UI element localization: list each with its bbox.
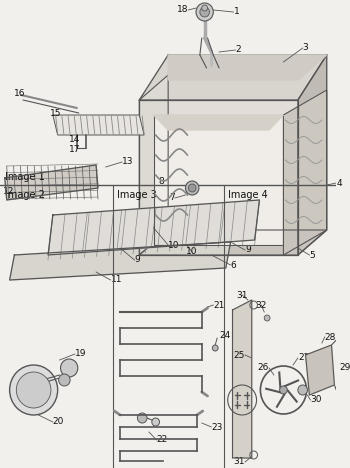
Circle shape (61, 359, 78, 377)
Text: 8: 8 (159, 177, 164, 187)
Polygon shape (154, 115, 284, 245)
Text: 14: 14 (69, 136, 80, 145)
Text: 21: 21 (213, 300, 225, 309)
Circle shape (58, 374, 70, 386)
Polygon shape (48, 200, 259, 255)
Text: 26: 26 (258, 364, 269, 373)
Text: 2: 2 (236, 45, 241, 54)
Circle shape (280, 386, 287, 394)
Polygon shape (9, 242, 231, 280)
Polygon shape (53, 115, 144, 135)
Text: Image 1: Image 1 (5, 172, 44, 182)
Circle shape (212, 345, 218, 351)
Text: 29: 29 (339, 364, 350, 373)
Text: 9: 9 (245, 246, 251, 255)
Circle shape (202, 5, 208, 11)
Text: Image 4: Image 4 (228, 190, 267, 200)
Text: 19: 19 (75, 350, 86, 358)
Circle shape (138, 413, 147, 423)
Text: 7: 7 (169, 193, 175, 203)
Polygon shape (298, 55, 327, 255)
Text: 9: 9 (134, 256, 140, 264)
Text: 23: 23 (211, 423, 223, 431)
Circle shape (196, 3, 213, 21)
Polygon shape (5, 165, 98, 200)
Text: 5: 5 (309, 250, 315, 259)
Text: 28: 28 (325, 332, 336, 342)
Text: 22: 22 (156, 436, 168, 445)
Circle shape (200, 7, 209, 17)
Circle shape (16, 372, 51, 408)
Text: 16: 16 (14, 88, 26, 97)
Text: 6: 6 (231, 261, 236, 270)
Text: 31: 31 (236, 291, 248, 300)
Polygon shape (232, 300, 252, 458)
Text: 1: 1 (233, 7, 239, 16)
Text: 12: 12 (3, 188, 14, 197)
Text: Image 3: Image 3 (117, 190, 157, 200)
Text: 31: 31 (233, 458, 245, 467)
Text: 32: 32 (256, 300, 267, 309)
Polygon shape (139, 75, 168, 255)
Polygon shape (139, 230, 327, 255)
Text: 10: 10 (187, 248, 198, 256)
Circle shape (264, 315, 270, 321)
Polygon shape (139, 100, 298, 255)
Text: 20: 20 (53, 417, 64, 426)
Circle shape (188, 184, 196, 192)
Text: 13: 13 (122, 158, 134, 167)
Polygon shape (168, 55, 327, 80)
Polygon shape (139, 55, 327, 100)
Polygon shape (284, 90, 327, 255)
Text: 25: 25 (234, 351, 245, 359)
Text: 11: 11 (111, 276, 122, 285)
Text: 15: 15 (50, 109, 62, 117)
Polygon shape (154, 115, 284, 130)
Text: Image 2: Image 2 (5, 190, 45, 200)
Text: 3: 3 (303, 44, 308, 52)
Text: 27: 27 (298, 353, 309, 363)
Text: 24: 24 (219, 331, 230, 341)
Text: 4: 4 (336, 178, 342, 188)
Polygon shape (306, 345, 334, 395)
Circle shape (9, 365, 58, 415)
Text: 17: 17 (69, 146, 81, 154)
Circle shape (186, 181, 199, 195)
Circle shape (298, 385, 307, 395)
Text: 30: 30 (310, 395, 322, 404)
Text: 18: 18 (177, 6, 188, 15)
Circle shape (152, 418, 160, 426)
Text: 10: 10 (168, 241, 180, 249)
